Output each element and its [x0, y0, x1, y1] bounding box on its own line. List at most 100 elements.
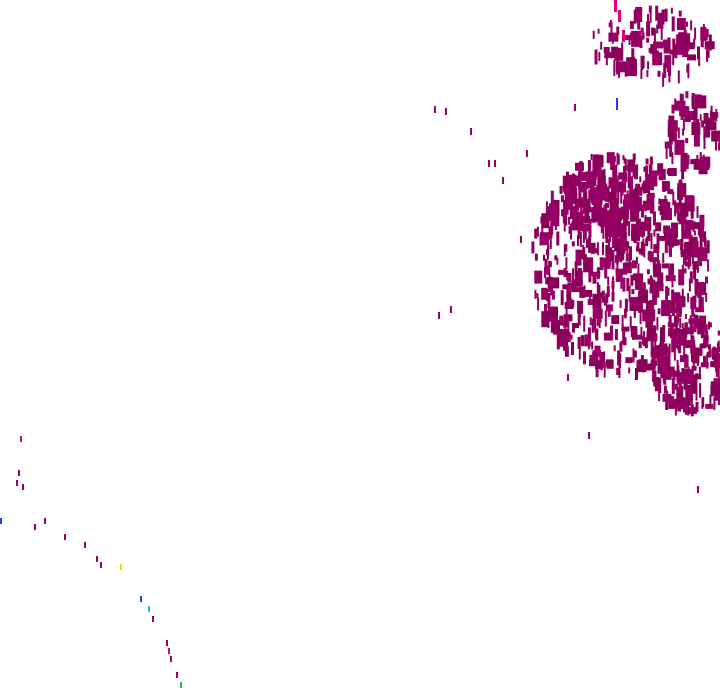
radar-echo [663, 385, 667, 394]
radar-echo [682, 296, 686, 308]
radar-echo [645, 316, 648, 322]
radar-echo [656, 233, 660, 249]
radar-echo [438, 312, 440, 319]
radar-echo [651, 27, 655, 36]
radar-echo [578, 171, 587, 181]
radar-echo [691, 122, 701, 136]
radar-echo [689, 234, 693, 249]
radar-echo [678, 212, 687, 225]
radar-echo [534, 228, 538, 239]
radar-echo [614, 329, 618, 340]
radar-echo [668, 115, 675, 122]
radar-echo [647, 230, 651, 242]
radar-echo [667, 120, 678, 132]
radar-echo [565, 257, 568, 270]
radar-echo [674, 139, 685, 155]
radar-echo [692, 358, 695, 370]
radar-echo [668, 267, 671, 276]
radar-echo [690, 159, 697, 165]
radar-echo [620, 279, 623, 289]
radar-echo [567, 316, 570, 332]
radar-echo [629, 316, 632, 328]
radar-echo [655, 333, 658, 342]
radar-echo [563, 318, 570, 328]
radar-echo [563, 244, 566, 257]
radar-echo [588, 189, 591, 202]
radar-echo [595, 363, 599, 378]
radar-echo [656, 317, 659, 331]
radar-echo [610, 325, 613, 336]
radar-echo [612, 237, 615, 248]
radar-echo [688, 223, 691, 237]
radar-echo [590, 260, 593, 277]
radar-echo [180, 682, 182, 688]
radar-echo [666, 361, 670, 369]
radar-echo [628, 254, 631, 267]
radar-echo [470, 128, 472, 135]
radar-echo [534, 289, 537, 299]
radar-echo [548, 260, 551, 275]
radar-echo [646, 70, 649, 78]
radar-echo [624, 158, 627, 171]
radar-echo [662, 374, 666, 383]
radar-echo [552, 320, 560, 335]
radar-echo [589, 238, 591, 251]
radar-echo [590, 188, 594, 204]
radar-echo [672, 370, 676, 381]
radar-echo [558, 328, 569, 339]
radar-echo [614, 0, 617, 12]
radar-echo [647, 278, 651, 285]
radar-echo [690, 207, 693, 216]
radar-echo [649, 257, 659, 263]
radar-echo [679, 106, 689, 117]
radar-echo [669, 145, 673, 157]
radar-echo [672, 38, 676, 51]
radar-echo [707, 49, 710, 58]
radar-echo [674, 44, 678, 59]
radar-echo [678, 269, 685, 286]
radar-echo [632, 170, 636, 177]
radar-echo [693, 38, 696, 48]
radar-echo [639, 186, 643, 196]
radar-echo [633, 334, 642, 340]
radar-echo [680, 355, 688, 363]
radar-echo [603, 47, 610, 53]
radar-echo [591, 341, 594, 350]
radar-echo [550, 280, 554, 296]
radar-echo [660, 327, 665, 343]
radar-echo [614, 164, 618, 173]
radar-echo [689, 317, 693, 330]
radar-echo [669, 247, 672, 257]
radar-echo [708, 322, 712, 328]
radar-echo [567, 374, 569, 381]
radar-echo [682, 128, 685, 136]
radar-echo [626, 247, 629, 257]
radar-echo [693, 109, 696, 124]
radar-echo [593, 154, 603, 167]
radar-echo [699, 154, 702, 163]
radar-echo [636, 282, 646, 291]
radar-echo [715, 140, 717, 151]
radar-echo [595, 355, 599, 362]
radar-echo [631, 260, 637, 269]
radar-echo [691, 327, 697, 333]
radar-echo [618, 362, 621, 376]
radar-echo [564, 345, 569, 357]
radar-echo [587, 160, 591, 171]
radar-echo [701, 156, 711, 168]
radar-echo [687, 63, 690, 79]
radar-echo [630, 274, 634, 286]
radar-echo [656, 243, 659, 256]
radar-echo [717, 393, 720, 405]
radar-echo [645, 301, 652, 316]
radar-echo [696, 155, 699, 164]
radar-echo [693, 222, 702, 230]
radar-echo [615, 235, 618, 245]
radar-echo [585, 238, 588, 248]
radar-echo [560, 290, 564, 306]
radar-echo [641, 228, 644, 238]
radar-echo [612, 162, 616, 178]
radar-echo [563, 205, 566, 218]
radar-echo [695, 99, 698, 108]
